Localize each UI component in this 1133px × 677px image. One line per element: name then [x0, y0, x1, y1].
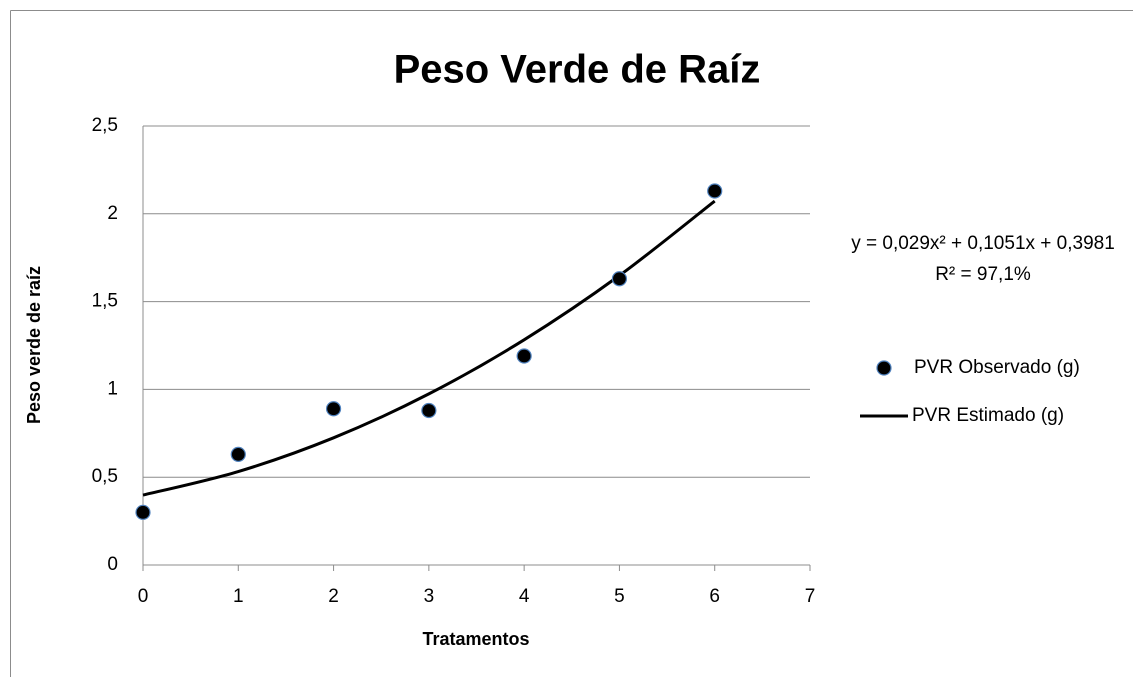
legend-label: PVR Estimado (g) — [912, 405, 1064, 426]
x-tick-label: 7 — [805, 586, 816, 607]
r-squared: R² = 97,1% — [935, 264, 1031, 285]
x-tick-label: 1 — [233, 586, 244, 607]
chart-title: Peso Verde de Raíz — [394, 48, 761, 92]
y-tick-label: 1 — [107, 378, 118, 399]
data-point — [230, 446, 246, 462]
x-tick-label: 4 — [519, 586, 530, 607]
y-tick-label: 1,5 — [92, 291, 118, 312]
y-tick-label: 2,5 — [92, 115, 118, 136]
data-point — [135, 504, 151, 520]
data-point — [611, 271, 628, 287]
legend-marker — [876, 360, 892, 376]
y-tick-label: 2 — [107, 203, 118, 224]
x-tick-label: 2 — [328, 586, 339, 607]
x-tick-label: 0 — [138, 586, 149, 607]
y-tick-label: 0 — [107, 554, 118, 575]
y-axis-label: Peso verde de raíz — [24, 266, 44, 424]
data-point — [421, 402, 437, 419]
legend-label: PVR Observado (g) — [914, 357, 1080, 378]
data-point — [707, 183, 723, 199]
data-point — [516, 348, 532, 364]
x-axis-label: Tratamentos — [422, 629, 529, 649]
x-tick-label: 6 — [709, 586, 720, 607]
x-tick-label: 3 — [424, 586, 435, 607]
x-tick-label: 5 — [614, 586, 625, 607]
data-point — [325, 401, 342, 417]
equation: y = 0,029x² + 0,1051x + 0,3981 — [851, 233, 1115, 254]
y-tick-label: 0,5 — [92, 466, 118, 487]
fit-line — [142, 199, 716, 497]
